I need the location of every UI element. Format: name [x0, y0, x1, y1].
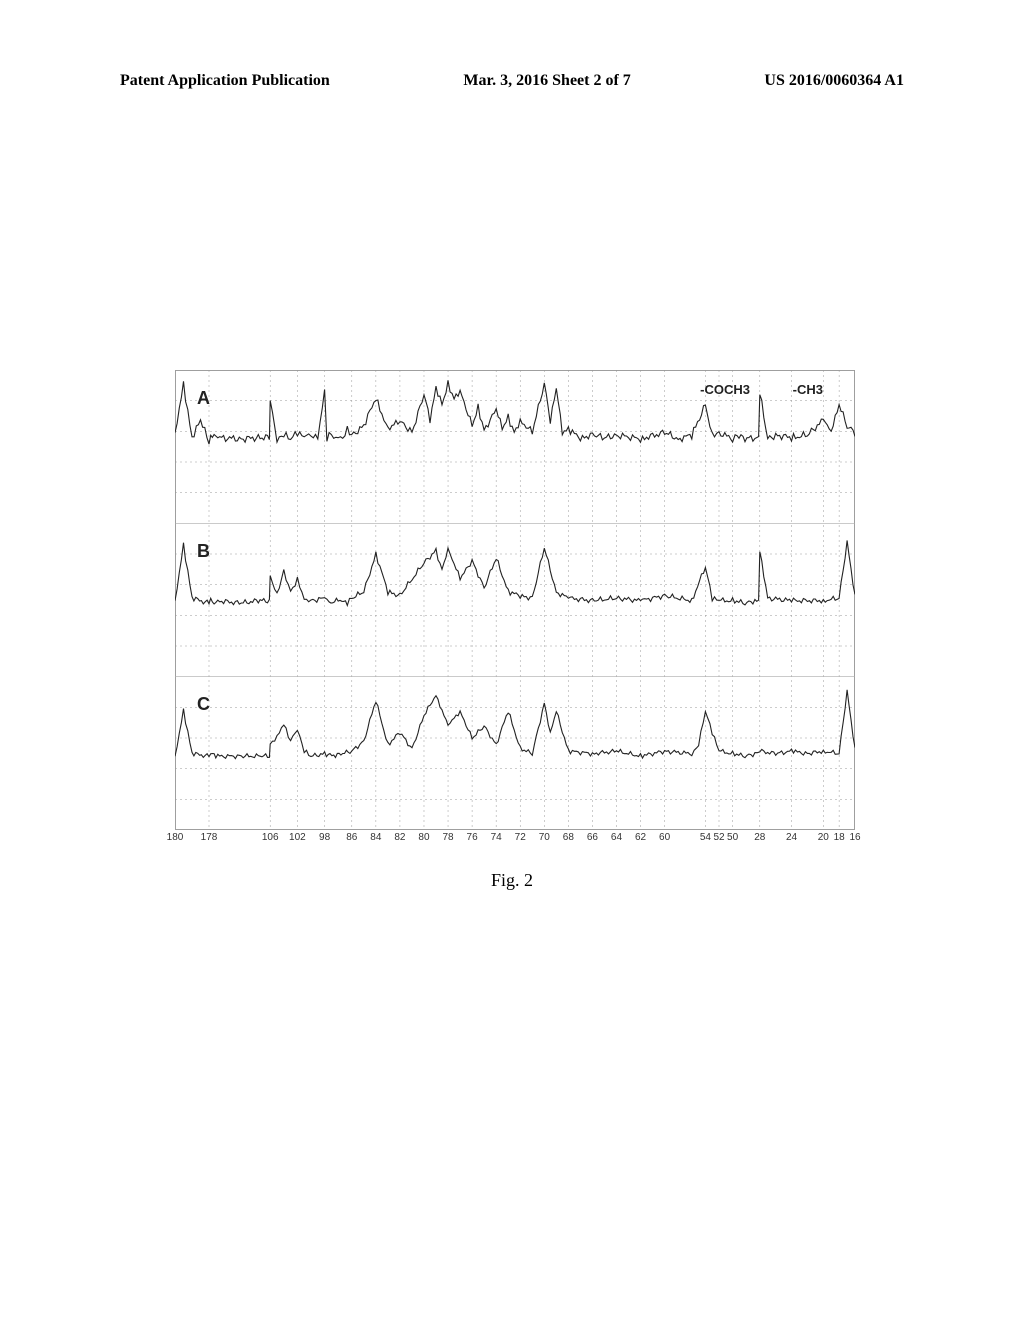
spectrum-b: [175, 523, 855, 676]
peak-label-ch3: -CH3: [793, 382, 823, 397]
x-tick: 80: [418, 832, 429, 843]
x-tick: 28: [754, 832, 765, 843]
x-tick: 180: [167, 832, 184, 843]
x-tick: 52: [713, 832, 724, 843]
x-tick: 86: [346, 832, 357, 843]
x-tick: 72: [515, 832, 526, 843]
x-tick: 62: [635, 832, 646, 843]
x-tick: 16: [849, 832, 860, 843]
panel-a: A -COCH3 -CH3: [175, 370, 855, 523]
x-tick: 84: [370, 832, 381, 843]
x-tick: 106: [262, 832, 279, 843]
x-axis: 1801781061029886848280787674727068666462…: [175, 832, 855, 852]
plot-area: A -COCH3 -CH3 B C: [175, 370, 855, 830]
figure-caption: Fig. 2: [0, 870, 1024, 891]
x-tick: 78: [442, 832, 453, 843]
header-right: US 2016/0060364 A1: [764, 72, 904, 90]
x-tick: 68: [563, 832, 574, 843]
panel-b: B: [175, 523, 855, 676]
panel-a-label: A: [197, 388, 210, 409]
panel-c: C: [175, 676, 855, 829]
header-center: Mar. 3, 2016 Sheet 2 of 7: [463, 72, 630, 90]
figure-container: A -COCH3 -CH3 B C 1801781061029886848280…: [175, 370, 855, 860]
x-tick: 98: [319, 832, 330, 843]
x-tick: 54: [700, 832, 711, 843]
panel-b-label: B: [197, 541, 210, 562]
x-tick: 70: [539, 832, 550, 843]
x-tick: 74: [491, 832, 502, 843]
peak-label-coch3: -COCH3: [700, 382, 750, 397]
header-left: Patent Application Publication: [120, 72, 330, 90]
spectrum-a: [175, 370, 855, 523]
x-tick: 102: [289, 832, 306, 843]
x-tick: 64: [611, 832, 622, 843]
spectrum-c: [175, 676, 855, 829]
x-tick: 50: [727, 832, 738, 843]
x-tick: 178: [201, 832, 218, 843]
x-tick: 66: [587, 832, 598, 843]
x-tick: 76: [467, 832, 478, 843]
x-tick: 20: [818, 832, 829, 843]
x-tick: 24: [786, 832, 797, 843]
x-tick: 82: [394, 832, 405, 843]
panel-c-label: C: [197, 694, 210, 715]
x-tick: 18: [834, 832, 845, 843]
x-tick: 60: [659, 832, 670, 843]
page-header: Patent Application Publication Mar. 3, 2…: [0, 72, 1024, 90]
